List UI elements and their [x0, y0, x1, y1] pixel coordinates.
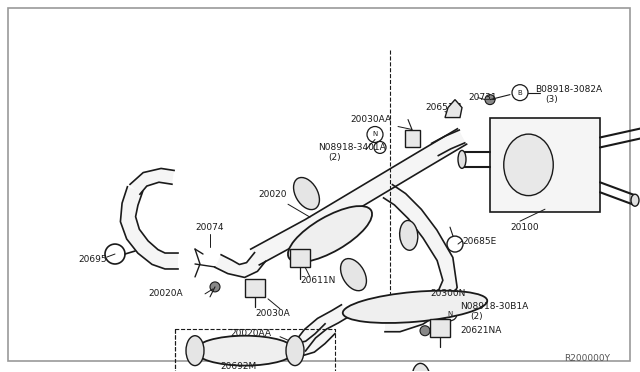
- Ellipse shape: [288, 206, 372, 262]
- Circle shape: [420, 326, 430, 336]
- Polygon shape: [432, 130, 465, 155]
- Text: 20020AA: 20020AA: [230, 329, 271, 338]
- Text: (2): (2): [470, 312, 483, 321]
- Text: (2): (2): [328, 153, 340, 162]
- Polygon shape: [245, 279, 265, 297]
- Text: N: N: [372, 131, 378, 138]
- Text: 20020A: 20020A: [148, 289, 182, 298]
- Text: 20100: 20100: [510, 222, 539, 232]
- Ellipse shape: [399, 221, 418, 250]
- Polygon shape: [215, 253, 266, 278]
- Polygon shape: [430, 319, 450, 337]
- Ellipse shape: [286, 336, 304, 366]
- Text: 20651M: 20651M: [425, 103, 461, 112]
- Text: 20731: 20731: [468, 93, 497, 102]
- Ellipse shape: [343, 291, 487, 323]
- Text: (3): (3): [545, 95, 557, 104]
- Text: 20030AA: 20030AA: [350, 115, 391, 124]
- Text: 20030A: 20030A: [255, 309, 290, 318]
- Ellipse shape: [412, 363, 430, 372]
- Polygon shape: [294, 305, 349, 351]
- Circle shape: [485, 94, 495, 105]
- Text: N08918-3401A: N08918-3401A: [318, 143, 386, 152]
- Text: 20692M: 20692M: [220, 362, 256, 371]
- Text: 20621NA: 20621NA: [460, 326, 501, 335]
- Text: 20611N: 20611N: [300, 276, 335, 285]
- Text: 20695: 20695: [78, 254, 107, 263]
- Polygon shape: [290, 249, 310, 267]
- Ellipse shape: [458, 150, 466, 169]
- Ellipse shape: [504, 134, 553, 196]
- Polygon shape: [445, 100, 462, 118]
- Ellipse shape: [186, 336, 204, 366]
- Text: 20020: 20020: [258, 190, 287, 199]
- Text: 20685E: 20685E: [462, 237, 496, 246]
- Text: 20300N: 20300N: [430, 289, 465, 298]
- Polygon shape: [405, 129, 420, 147]
- Text: R200000Y: R200000Y: [564, 354, 610, 363]
- Polygon shape: [251, 129, 467, 265]
- Ellipse shape: [195, 336, 295, 366]
- Text: N08918-30B1A: N08918-30B1A: [460, 302, 528, 311]
- Ellipse shape: [631, 194, 639, 206]
- Ellipse shape: [294, 177, 319, 209]
- Text: N: N: [447, 311, 452, 317]
- Polygon shape: [120, 187, 178, 269]
- Text: B: B: [518, 90, 522, 96]
- Polygon shape: [293, 324, 335, 357]
- Ellipse shape: [340, 259, 367, 291]
- Polygon shape: [383, 185, 457, 332]
- Text: B08918-3082A: B08918-3082A: [535, 85, 602, 94]
- Circle shape: [210, 282, 220, 292]
- Polygon shape: [130, 169, 174, 194]
- Text: 20074: 20074: [195, 222, 223, 232]
- Polygon shape: [490, 118, 600, 212]
